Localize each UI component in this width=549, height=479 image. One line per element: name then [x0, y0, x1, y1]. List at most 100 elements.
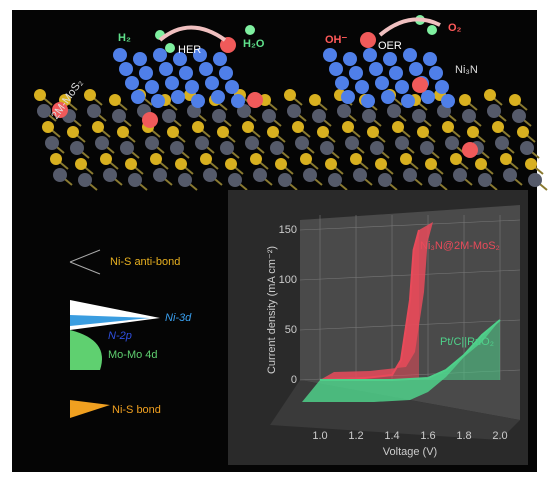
mo-atom: [395, 136, 409, 150]
s-atom: [392, 121, 404, 133]
ribbon-face: [302, 320, 500, 402]
oer-label: OER: [378, 40, 402, 52]
ni3n-label: Ni₃N: [455, 64, 478, 76]
mo-atom: [287, 104, 301, 118]
mo-atom: [112, 109, 126, 123]
n-atom: [185, 80, 199, 94]
o-atom: [142, 112, 158, 128]
mo-atom: [178, 173, 192, 187]
s-atom: [284, 89, 296, 101]
mo-atom: [362, 109, 376, 123]
s-atom: [509, 94, 521, 106]
x-tick-label: 1.8: [456, 430, 471, 442]
n-atom: [441, 94, 455, 108]
n-atom: [403, 48, 417, 62]
n-atom: [125, 76, 139, 90]
s-atom: [500, 153, 512, 165]
mo-atom: [37, 104, 51, 118]
mo-atom: [412, 109, 426, 123]
s-atom: [84, 89, 96, 101]
n-atom: [343, 52, 357, 66]
s-atom: [350, 153, 362, 165]
n-atom: [205, 76, 219, 90]
s-atom: [517, 126, 529, 138]
momo-label: Mo-Mo 4d: [108, 349, 158, 361]
n-atom: [421, 90, 435, 104]
n-atom: [395, 80, 409, 94]
bond-label: Ni-S bond: [112, 404, 161, 416]
s-atom: [192, 121, 204, 133]
antibond-icon: [69, 249, 101, 275]
mo-atom: [453, 168, 467, 182]
ribbon-side: [320, 230, 419, 380]
s-atom: [67, 126, 79, 138]
y-tick-label: 50: [285, 324, 297, 336]
s-atom: [492, 121, 504, 133]
n-atom: [231, 94, 245, 108]
mo-atom: [195, 136, 209, 150]
x-axis-label: Voltage (V): [383, 446, 437, 458]
n-atom: [179, 66, 193, 80]
y-tick-label: 150: [279, 224, 297, 236]
x-tick-label: 1.6: [420, 430, 435, 442]
mo-atom: [428, 173, 442, 187]
mo-atom: [120, 141, 134, 155]
oh-label: OH⁻: [325, 34, 348, 46]
mo-atom: [403, 168, 417, 182]
mo-atom: [128, 173, 142, 187]
mo-atom: [328, 173, 342, 187]
y-tick-label: 0: [291, 374, 297, 386]
her-label: HER: [178, 44, 201, 56]
chart: 0 50 100 150 1.0 1.2 1.4 1.6 1.8 2.0 Voltage (V) Cu…: [266, 215, 521, 458]
mo-atom: [512, 109, 526, 123]
s-atom: [125, 158, 137, 170]
grid-line: [299, 269, 521, 281]
mo-atom: [353, 168, 367, 182]
x-tick-label: 2.0: [492, 430, 507, 442]
mo-atom: [103, 168, 117, 182]
mo-atom: [278, 173, 292, 187]
n-atom: [219, 66, 233, 80]
o-atom: [247, 92, 263, 108]
s-atom: [217, 126, 229, 138]
mo-atom: [478, 173, 492, 187]
s-atom: [442, 121, 454, 133]
mo-atom: [487, 104, 501, 118]
o-atom: [360, 32, 376, 48]
mo-atom: [445, 136, 459, 150]
n-atom: [133, 52, 147, 66]
n-atom: [131, 90, 145, 104]
n-atom: [191, 94, 205, 108]
mo-atom: [245, 136, 259, 150]
s-atom: [100, 153, 112, 165]
s-atom: [400, 153, 412, 165]
s-atom: [117, 126, 129, 138]
x-tick-label: 1.2: [348, 430, 363, 442]
legend-label: Pt/C||RuO₂: [440, 336, 494, 348]
mo-atom: [220, 141, 234, 155]
n-atom: [171, 90, 185, 104]
s-atom: [50, 153, 62, 165]
mo-atom: [370, 141, 384, 155]
n-atom: [369, 62, 383, 76]
mo-atom: [95, 136, 109, 150]
n-atom: [349, 66, 363, 80]
o-atom: [462, 142, 478, 158]
n-atom: [329, 62, 343, 76]
s-atom: [150, 153, 162, 165]
n-atom: [211, 90, 225, 104]
mo-atom: [212, 109, 226, 123]
antibond-label: Ni-S anti-bond: [110, 256, 180, 268]
mo-atom: [70, 141, 84, 155]
n-atom: [145, 80, 159, 94]
s-atom: [242, 121, 254, 133]
n2p-icon: [70, 315, 150, 326]
n-atom: [361, 94, 375, 108]
mo-atom: [145, 136, 159, 150]
molecular-structure: [34, 15, 548, 191]
s-atom: [450, 153, 462, 165]
mo-atom: [53, 168, 67, 182]
n-atom: [341, 90, 355, 104]
n-atom: [113, 48, 127, 62]
